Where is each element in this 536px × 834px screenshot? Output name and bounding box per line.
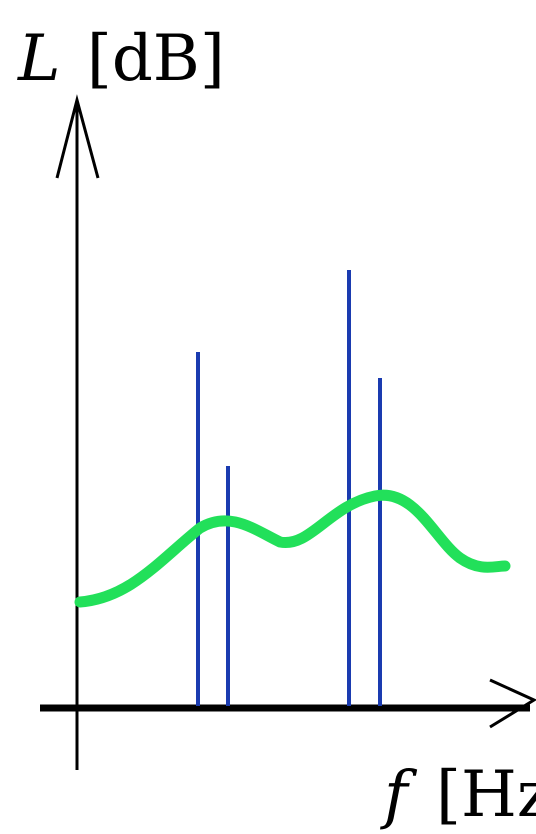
y-axis-label: L [dB] [17, 22, 225, 96]
x-axis-symbol: f [380, 758, 418, 832]
y-axis-arrowhead [55, 94, 100, 179]
x-axis-unit: [Hz] [436, 758, 536, 832]
y-axis-symbol: L [17, 22, 61, 96]
x-axis-label: f [Hz] [380, 758, 536, 832]
x-axis-arrowhead [489, 678, 536, 729]
y-axis-unit: [dB] [87, 22, 225, 96]
noise-curve [74, 489, 511, 608]
